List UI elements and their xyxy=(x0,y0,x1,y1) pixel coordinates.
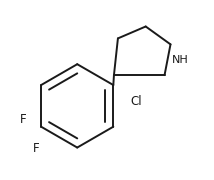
Text: F: F xyxy=(20,113,27,126)
Text: Cl: Cl xyxy=(131,95,143,108)
Text: NH: NH xyxy=(171,55,188,65)
Text: F: F xyxy=(33,142,40,155)
